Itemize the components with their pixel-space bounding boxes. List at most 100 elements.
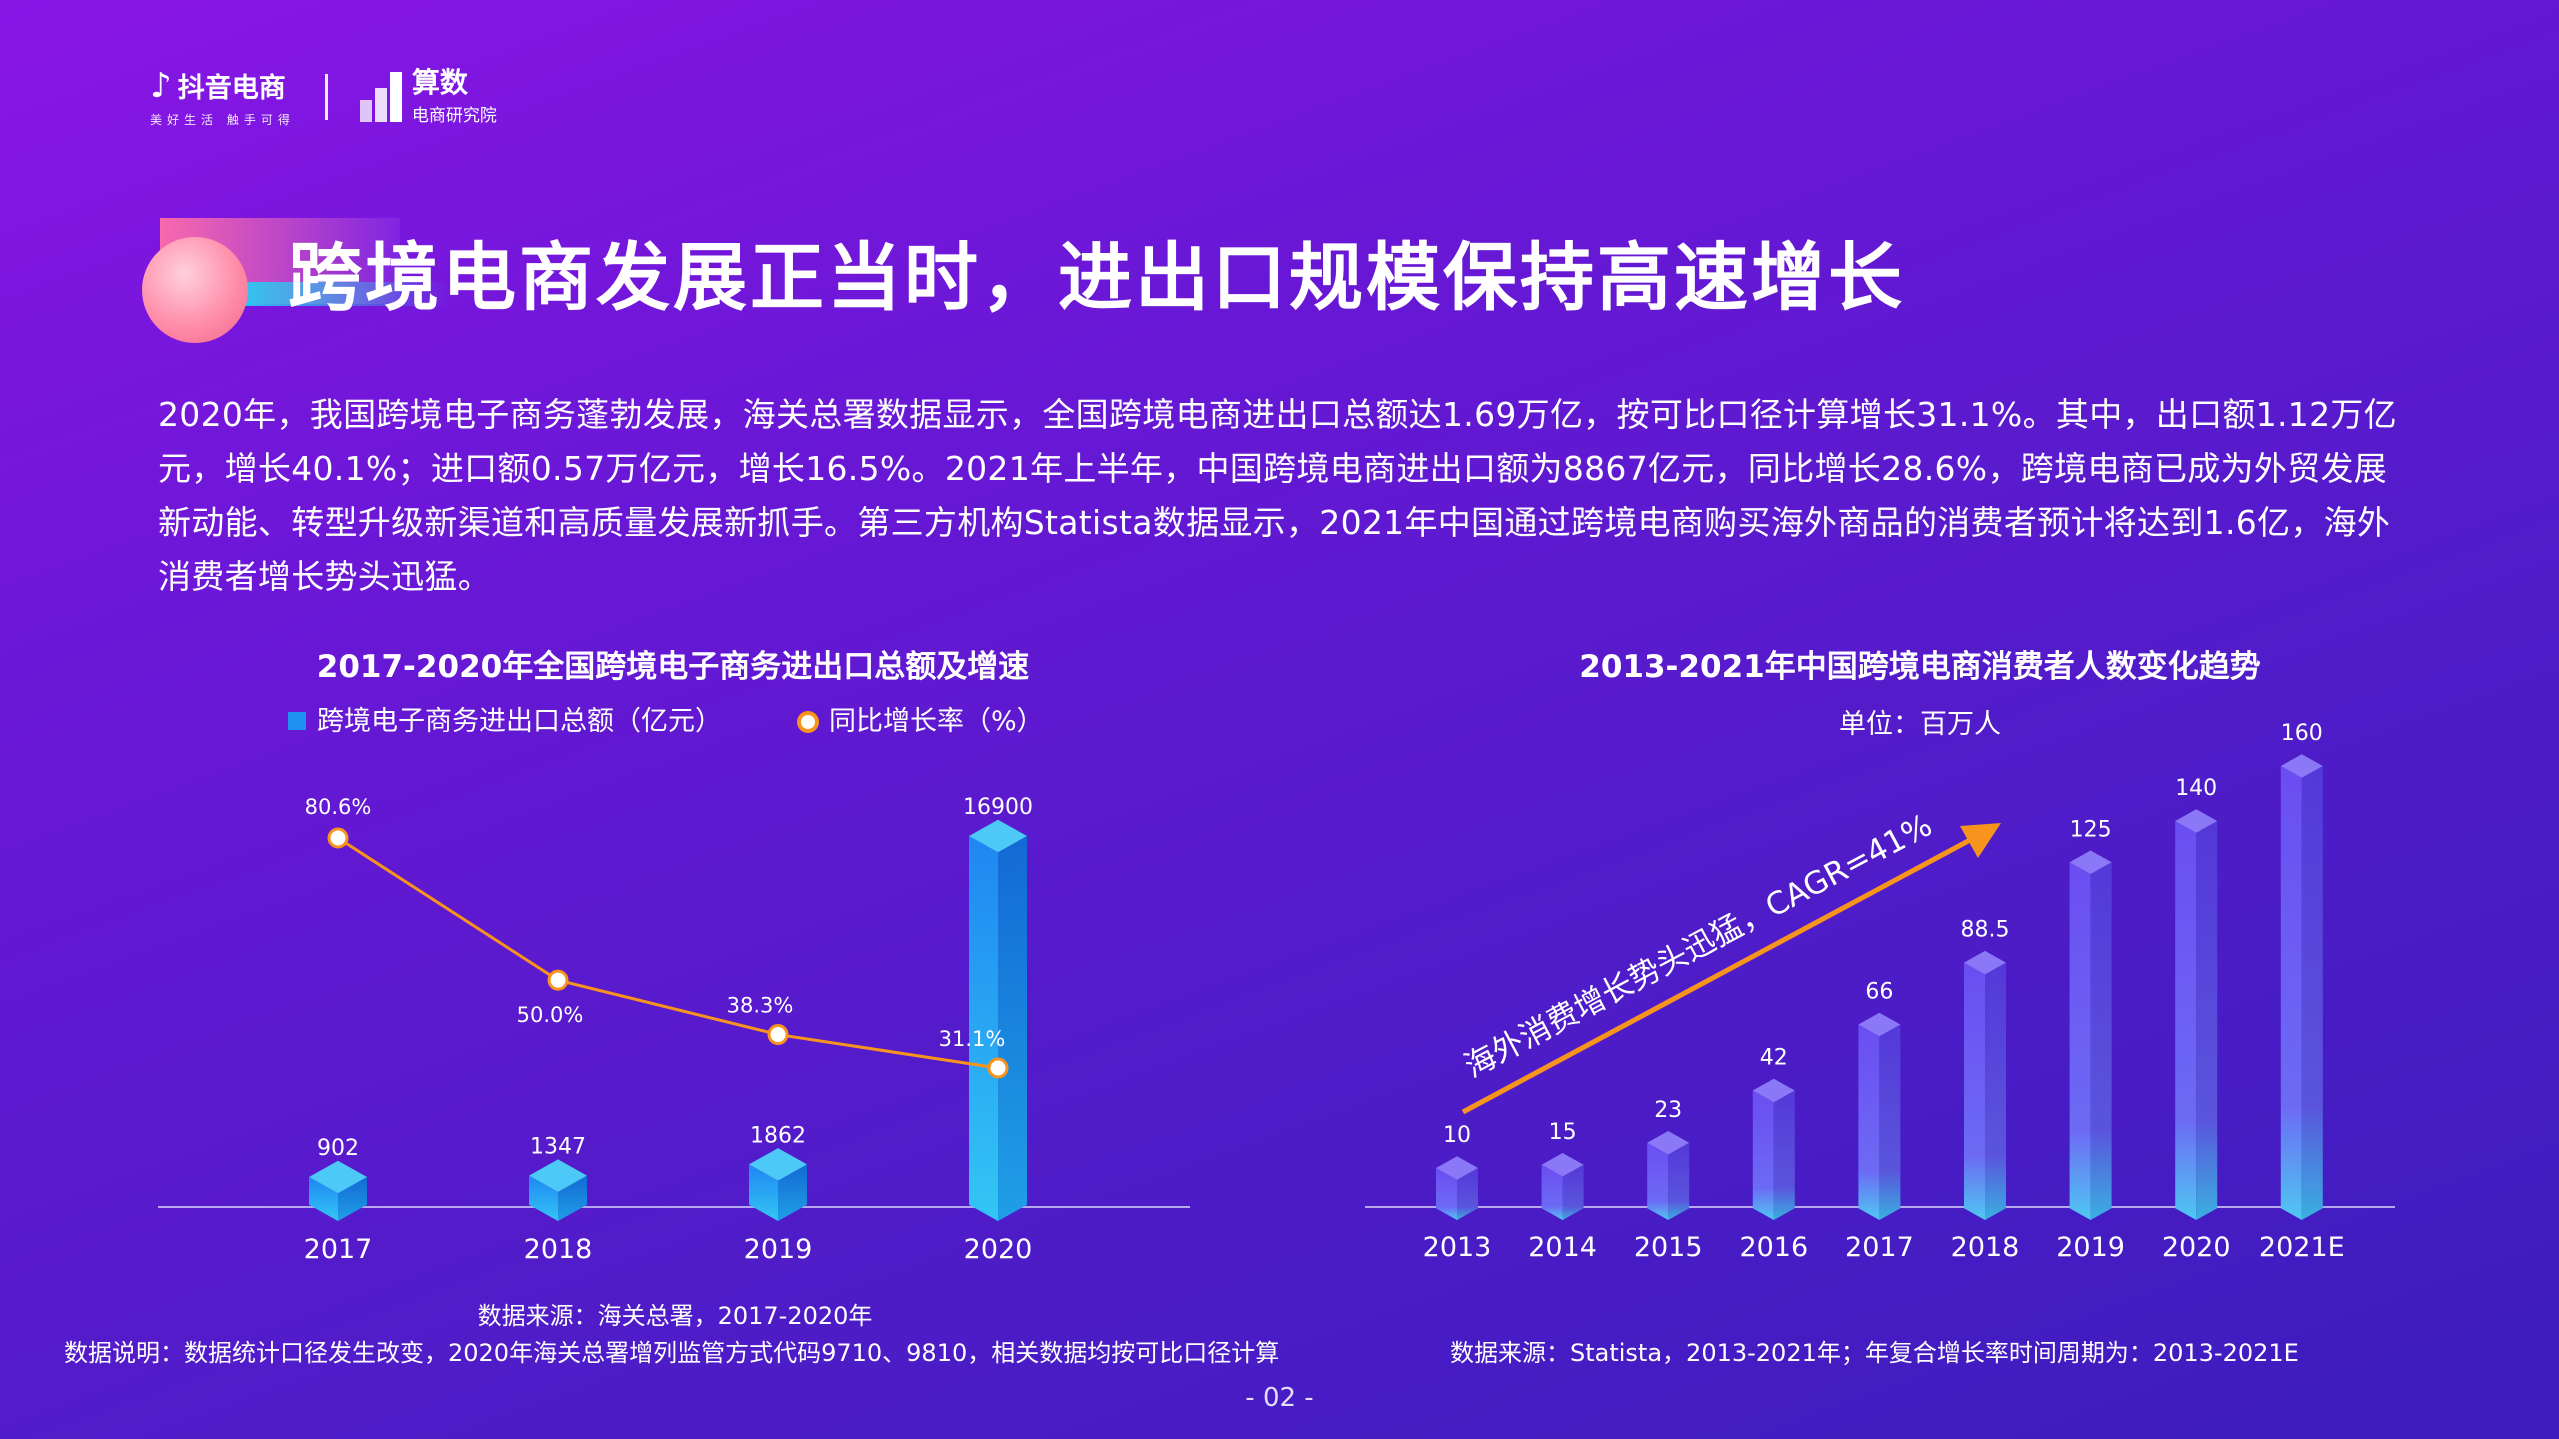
bar-value-label: 88.5 <box>1961 918 2010 943</box>
legend-line-marker <box>797 711 819 733</box>
right-chart-source: 数据来源：Statista，2013-2021年；年复合增长率时间周期为：201… <box>1450 1339 2299 1367</box>
left-chart-source: 数据来源：海关总署，2017-2020年 <box>477 1302 873 1330</box>
arrow-head-icon <box>1960 823 2001 858</box>
bar-2016-side <box>1773 1090 1795 1220</box>
bar-2017-side <box>338 1177 367 1221</box>
bar-2019-top <box>749 1148 807 1181</box>
bar-2019-front <box>2069 862 2091 1220</box>
bar-value-label: 16900 <box>963 795 1033 820</box>
bar-2017-side <box>1879 1024 1901 1220</box>
x-tick-label: 2020 <box>964 1234 1033 1265</box>
bar-2019-side <box>778 1164 807 1221</box>
douyin-slogan: 美好生活 触手可得 <box>150 113 295 127</box>
bar-2018-top <box>1964 950 2006 975</box>
bar-2020-side <box>998 836 1027 1221</box>
logo-divider <box>324 74 328 120</box>
growth-rate-label: 80.6% <box>305 795 372 819</box>
bar-chart-icon <box>359 72 402 122</box>
bar-value-label: 140 <box>2175 776 2217 801</box>
suanshu-logo: 算数 电商研究院 <box>359 65 497 126</box>
growth-rate-label: 31.1% <box>939 1027 1006 1051</box>
music-note-icon: ♪ <box>150 65 172 106</box>
bar-value-label: 125 <box>2070 817 2112 842</box>
bar-2014-front <box>1541 1164 1563 1220</box>
bar-2018-top <box>529 1159 587 1192</box>
bar-2018-side <box>1985 962 2006 1220</box>
bar-2020-side <box>2196 821 2218 1220</box>
x-tick-label: 2017 <box>1845 1232 1914 1263</box>
douyin-ecommerce-logo: ♪ 抖音电商 美好生活 触手可得 <box>150 66 295 128</box>
x-tick-label: 2016 <box>1739 1232 1808 1263</box>
bar-2019-top <box>2069 850 2112 875</box>
bar-2013-top <box>1436 1156 1478 1180</box>
left-chart-title: 2017-2020年全国跨境电子商务进出口总额及增速 <box>317 649 1029 685</box>
legend-bar-label: 跨境电子商务进出口总额（亿元） <box>317 706 722 737</box>
x-tick-label: 2014 <box>1528 1232 1597 1263</box>
x-tick-label: 2018 <box>1951 1232 2020 1263</box>
bar-2019-side <box>2090 862 2112 1220</box>
x-tick-label: 2021E <box>2259 1232 2345 1263</box>
page-number: - 02 - <box>1245 1383 1314 1413</box>
bar-2021E <box>2280 754 2323 1220</box>
bar-2013 <box>1436 1156 1478 1220</box>
bar-2018 <box>1964 950 2006 1220</box>
bar-2021E-side <box>2301 766 2323 1220</box>
bar-2014-side <box>1562 1164 1584 1220</box>
bar-2020-front <box>969 836 998 1221</box>
bar-2019-front <box>749 1164 778 1221</box>
suanshu-name: 算数 <box>411 65 468 99</box>
bar-2017-front <box>309 1177 338 1221</box>
bar-2018-front <box>529 1175 558 1221</box>
growth-arrow <box>1461 823 2001 1115</box>
bar-2017 <box>1858 1012 1901 1220</box>
bar-2020-front <box>2175 821 2197 1220</box>
bar-2018-side <box>558 1175 587 1221</box>
bar-2021E-top <box>2280 754 2323 778</box>
bar-2016-top <box>1752 1078 1795 1103</box>
growth-arrow-line <box>1461 837 1972 1115</box>
bar-2020-top <box>2175 809 2218 833</box>
legend-line-label: 同比增长率（%） <box>829 706 1044 737</box>
bar-2017-front <box>1858 1024 1880 1220</box>
bar-value-label: 42 <box>1760 1046 1788 1071</box>
bar-2015-front <box>1647 1142 1669 1220</box>
bar-2019 <box>749 1148 807 1221</box>
bar-2013-front <box>1436 1168 1457 1220</box>
bar-value-label: 1347 <box>530 1135 586 1160</box>
x-tick-label: 2018 <box>524 1234 593 1265</box>
bar-2014 <box>1541 1152 1584 1220</box>
bar-2017 <box>309 1160 367 1221</box>
bar-value-label: 10 <box>1443 1123 1471 1148</box>
left-chart-note: 数据说明：数据统计口径发生改变，2020年海关总署增列监管方式代码9710、98… <box>64 1339 1280 1367</box>
bar-value-label: 1862 <box>750 1123 806 1148</box>
intro-paragraph: 2020年，我国跨境电子商务蓬勃发展，海关总署数据显示，全国跨境电商进出口总额达… <box>158 395 2397 596</box>
left-chart: 902 2017 1347 2018 1862 2019 16900 2020 80.6% 50.… <box>304 795 1033 1265</box>
growth-rate-point <box>987 1057 1009 1079</box>
x-tick-label: 2019 <box>2056 1232 2125 1263</box>
bar-value-label: 15 <box>1549 1120 1577 1145</box>
brand-logos: ♪ 抖音电商 美好生活 触手可得 算数 电商研究院 <box>150 62 497 132</box>
bar-value-label: 23 <box>1654 1098 1682 1123</box>
growth-rate-point <box>767 1024 789 1046</box>
title-decoration-ball <box>142 237 248 343</box>
bar-value-label: 902 <box>317 1136 359 1161</box>
douyin-name: 抖音电商 <box>177 73 286 104</box>
bar-2015 <box>1647 1130 1690 1220</box>
bar-2020 <box>2175 809 2218 1220</box>
bar-2017-top <box>309 1160 367 1194</box>
bar-value-label: 160 <box>2281 721 2323 746</box>
bar-value-label: 66 <box>1865 980 1893 1005</box>
bar-2018 <box>529 1159 587 1221</box>
bar-2015-top <box>1647 1130 1690 1155</box>
bar-2020 <box>969 819 1027 1221</box>
growth-rate-line <box>337 836 999 1070</box>
growth-rate-label: 38.3% <box>727 994 794 1018</box>
bar-2016-front <box>1752 1090 1774 1220</box>
bar-2017-top <box>1858 1012 1901 1037</box>
right-chart-title: 2013-2021年中国跨境电商消费者人数变化趋势 <box>1579 649 2260 685</box>
x-tick-label: 2020 <box>2162 1232 2231 1263</box>
left-chart-legend: 跨境电子商务进出口总额（亿元） 同比增长率（%） <box>288 706 1044 737</box>
bar-2013-side <box>1457 1168 1478 1220</box>
page-title: 跨境电商发展正当时，进出口规模保持高速增长 <box>288 235 1905 321</box>
